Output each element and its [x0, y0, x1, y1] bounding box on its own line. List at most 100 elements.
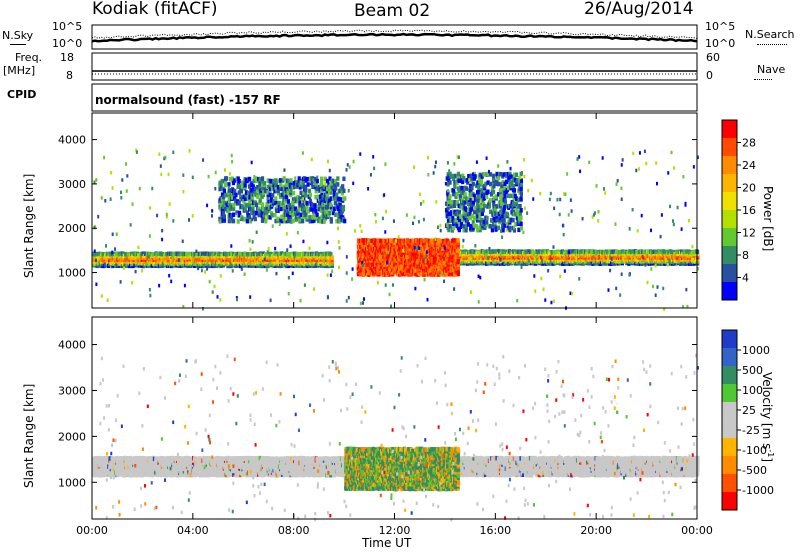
data-cell — [464, 196, 468, 201]
data-cell — [251, 184, 255, 189]
data-cell — [338, 202, 342, 208]
data-cell — [502, 210, 506, 215]
data-cell — [512, 228, 517, 233]
data-cell — [230, 176, 235, 181]
data-cell — [504, 179, 509, 185]
data-cell — [239, 194, 243, 200]
data-cell — [565, 259, 569, 265]
data-cell — [321, 208, 325, 214]
data-cell — [427, 172, 430, 177]
data-cell — [301, 182, 305, 187]
data-cell — [436, 238, 441, 243]
data-cell — [506, 193, 511, 199]
data-cell — [148, 234, 151, 238]
data-cell — [270, 213, 274, 218]
date-title: 26/Aug/2014 — [584, 0, 694, 19]
data-cell — [570, 209, 573, 213]
data-cell — [342, 176, 346, 182]
data-cell — [413, 165, 416, 169]
data-cell — [238, 184, 242, 189]
data-cell — [470, 185, 474, 191]
data-cell — [479, 207, 483, 212]
data-cell — [305, 204, 309, 210]
data-cell — [231, 218, 236, 224]
data-cell — [493, 220, 497, 225]
data-cell — [227, 196, 231, 201]
data-cell — [213, 251, 217, 257]
data-cell — [248, 239, 251, 243]
data-cell — [326, 201, 331, 206]
data-cell — [243, 206, 247, 212]
data-cell — [247, 215, 252, 220]
data-cell — [445, 210, 449, 215]
data-cell — [291, 200, 295, 206]
data-cell — [234, 192, 238, 198]
data-cell — [503, 223, 507, 228]
data-cell — [456, 240, 460, 246]
data-cell — [230, 214, 234, 220]
data-cell — [231, 269, 234, 273]
data-cell — [519, 221, 523, 227]
data-cell — [501, 221, 505, 227]
data-cell — [208, 279, 211, 284]
data-cell — [457, 209, 462, 215]
data-cell — [508, 171, 512, 177]
data-cell — [476, 195, 479, 199]
data-cell — [456, 250, 460, 256]
data-cell — [223, 182, 227, 188]
data-cell — [247, 190, 251, 196]
data-cell — [221, 204, 225, 209]
data-cell — [695, 249, 700, 255]
data-cell — [245, 210, 250, 216]
data-cell — [281, 200, 285, 206]
data-cell — [466, 222, 471, 227]
data-cell — [260, 186, 264, 191]
data-cell — [276, 216, 280, 222]
data-cell — [501, 179, 505, 185]
data-cell — [474, 224, 479, 229]
data-cell — [325, 263, 330, 269]
data-cell — [505, 221, 510, 227]
data-cell — [446, 205, 450, 211]
data-cell — [299, 199, 304, 204]
data-cell — [330, 181, 334, 186]
data-cell — [476, 213, 480, 219]
data-cell — [332, 206, 336, 211]
data-cell — [519, 178, 524, 183]
data-cell — [475, 197, 479, 202]
data-cell — [304, 188, 308, 193]
data-cell — [563, 269, 566, 273]
data-cell — [289, 178, 293, 183]
data-cell — [456, 174, 460, 179]
data-cell — [284, 186, 289, 191]
data-cell — [322, 219, 326, 224]
sky-noise-line — [91, 32, 698, 43]
data-cell — [449, 202, 453, 207]
data-cell — [284, 182, 288, 188]
data-cell — [475, 227, 480, 233]
data-cell — [492, 196, 496, 201]
data-cell — [458, 222, 462, 227]
data-cell — [455, 199, 459, 205]
data-cell — [332, 188, 337, 194]
data-cell — [472, 171, 477, 177]
data-cell — [279, 206, 284, 212]
data-cell — [228, 253, 232, 259]
data-cell — [488, 172, 493, 177]
data-cell — [222, 194, 226, 200]
data-cell — [496, 225, 501, 231]
data-cell — [467, 197, 472, 203]
data-cell — [610, 257, 613, 261]
data-cell — [485, 156, 488, 160]
data-cell — [397, 263, 401, 269]
data-cell — [256, 194, 260, 199]
data-cell — [239, 263, 243, 269]
data-cell — [506, 261, 511, 266]
data-cell — [135, 148, 138, 153]
data-cell — [467, 173, 471, 179]
data-cell — [513, 172, 517, 178]
data-cell — [517, 197, 521, 203]
data-cell — [502, 218, 506, 223]
data-cell — [227, 188, 231, 193]
